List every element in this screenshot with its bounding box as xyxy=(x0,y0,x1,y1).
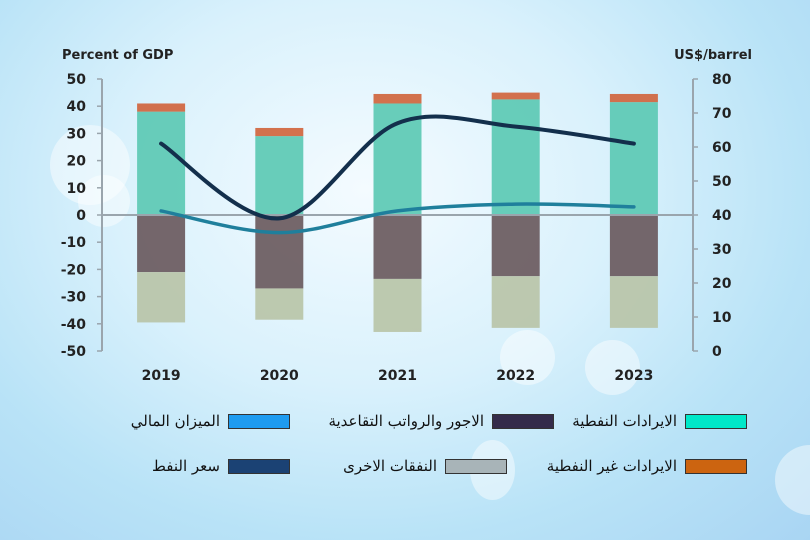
right-tick-label: 10 xyxy=(712,310,732,326)
left-tick-label: -40 xyxy=(61,317,87,333)
bar-2020-series-2 xyxy=(255,215,304,289)
bar-2022-series-1 xyxy=(491,92,540,100)
bar-2020-series-0 xyxy=(255,136,304,215)
right-tick-label: 70 xyxy=(712,106,732,122)
bar-2020-series-3 xyxy=(255,288,304,320)
bar-2019-series-0 xyxy=(137,111,186,215)
bar-2023-series-3 xyxy=(609,276,658,328)
left-tick-label: 30 xyxy=(67,126,87,142)
right-tick-label: 60 xyxy=(712,140,732,156)
left-tick-label: -50 xyxy=(61,344,87,360)
left-tick-label: -30 xyxy=(61,290,87,306)
bokeh-decoration xyxy=(500,330,555,385)
bar-2019-series-3 xyxy=(137,272,186,323)
right-tick-label: 0 xyxy=(712,344,722,360)
left-tick-label: 10 xyxy=(67,181,87,197)
bar-2019-series-2 xyxy=(137,215,186,273)
bokeh-decoration xyxy=(78,175,130,227)
x-tick-label: 2019 xyxy=(142,368,181,384)
bar-2022-series-0 xyxy=(491,99,540,215)
left-tick-label: 40 xyxy=(67,99,87,115)
bar-2021-series-3 xyxy=(373,278,422,332)
x-tick-label: 2021 xyxy=(378,368,417,384)
line-series-4 xyxy=(159,202,636,235)
bar-2021-series-2 xyxy=(373,215,422,279)
left-tick-label: 0 xyxy=(76,208,86,224)
left-axis-label: Percent of GDP xyxy=(62,48,173,63)
right-tick-label: 80 xyxy=(712,72,732,88)
x-tick-label: 2020 xyxy=(260,368,299,384)
bar-2023-series-0 xyxy=(609,102,658,215)
bar-2023-series-2 xyxy=(609,215,658,277)
right-axis-label: US$/barrel xyxy=(674,48,752,63)
bokeh-decoration xyxy=(585,340,640,395)
left-tick-label: -10 xyxy=(61,235,87,251)
left-tick-label: 50 xyxy=(67,72,87,88)
right-tick-label: 40 xyxy=(712,208,732,224)
bar-2023-series-1 xyxy=(609,93,658,103)
bar-2022-series-3 xyxy=(491,276,540,328)
x-tick-label: 2023 xyxy=(614,368,653,384)
left-tick-label: -20 xyxy=(61,262,87,278)
right-tick-label: 20 xyxy=(712,276,732,292)
right-tick-label: 50 xyxy=(712,174,732,190)
bokeh-decoration xyxy=(50,125,130,205)
bar-2021-series-1 xyxy=(373,93,422,104)
bar-2022-series-2 xyxy=(491,215,540,277)
left-tick-label: 20 xyxy=(67,154,87,170)
x-tick-label: 2022 xyxy=(496,368,535,384)
right-tick-label: 30 xyxy=(712,242,732,258)
bar-2020-series-1 xyxy=(255,127,304,137)
bar-2019-series-1 xyxy=(137,103,186,112)
line-series-5 xyxy=(159,114,636,221)
